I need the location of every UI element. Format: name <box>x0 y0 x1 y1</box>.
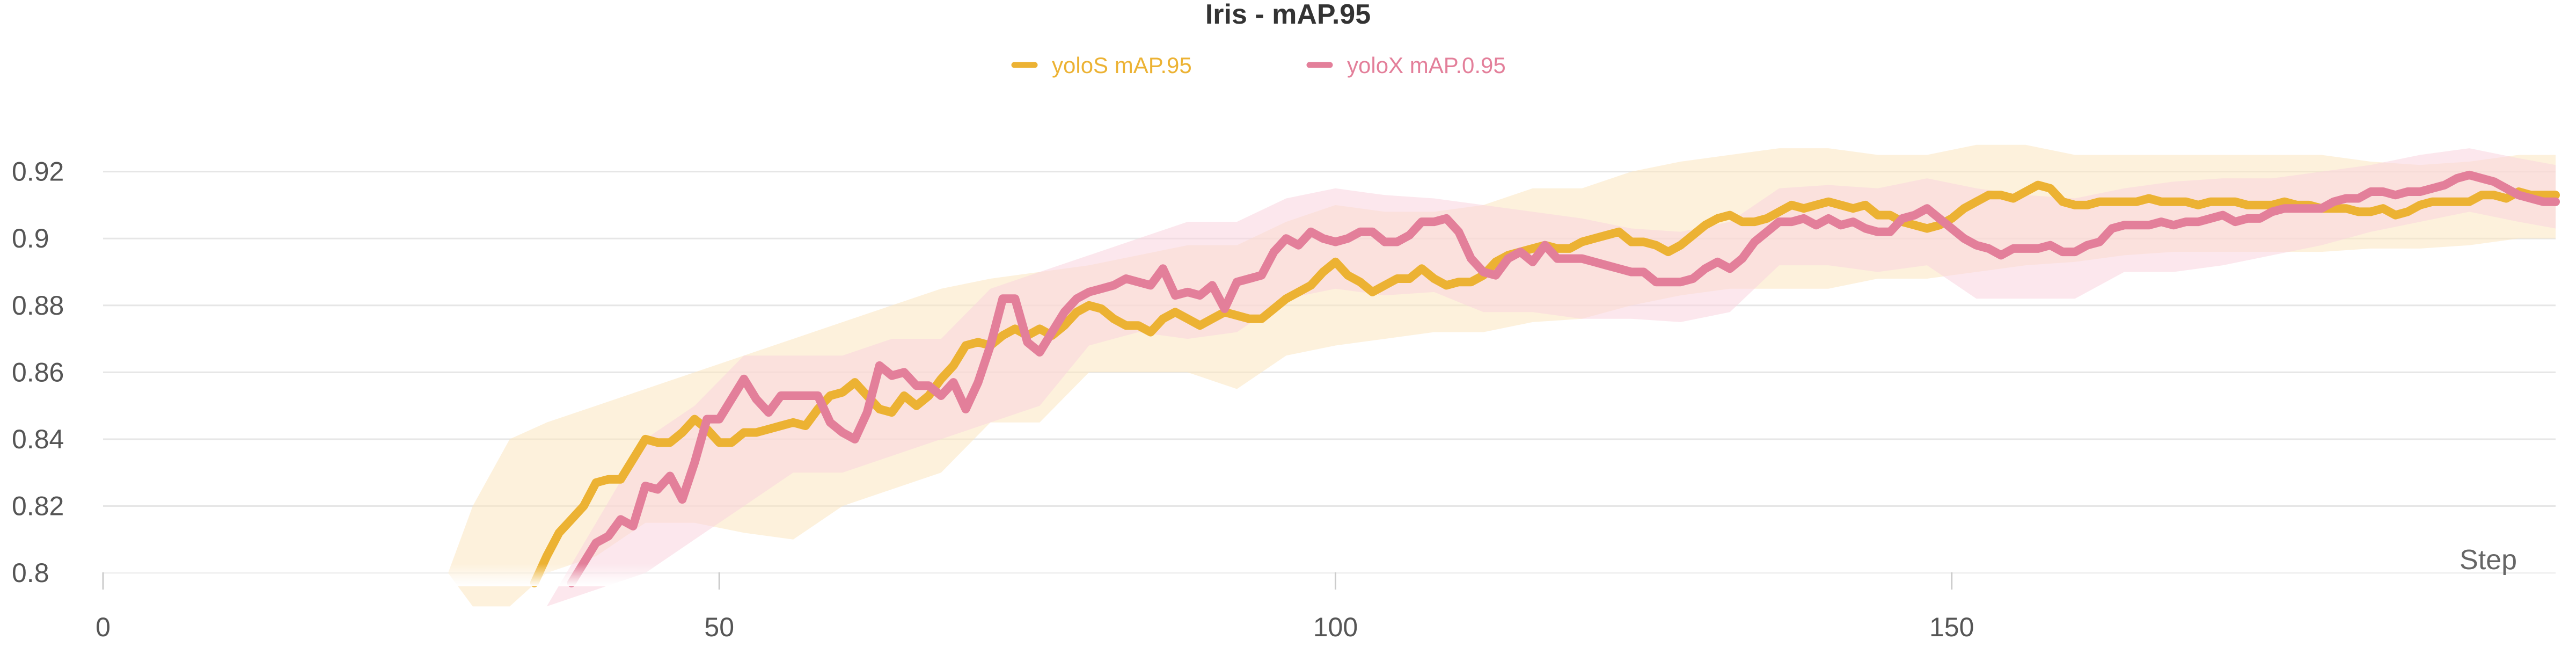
confidence-bands <box>448 144 2556 607</box>
series-lines <box>530 170 2560 587</box>
legend-label: yoloX mAP.0.95 <box>1347 53 1506 78</box>
x-axis-label: Step <box>2460 544 2517 576</box>
y-tick-label: 0.92 <box>12 157 64 187</box>
legend: yoloS mAP.95 yoloX mAP.0.95 <box>1011 53 1506 78</box>
y-tick-label: 0.84 <box>12 424 64 454</box>
chart-title: Iris - mAP.95 <box>1205 0 1371 30</box>
x-tick-label: 150 <box>1929 612 1974 642</box>
y-tick-label: 0.8 <box>12 558 49 588</box>
axes: 0.8 0.82 0.84 0.86 0.88 0.9 0.92 0 50 100 150 <box>12 157 1974 642</box>
confidence-band <box>546 148 2556 607</box>
y-tick-label: 0.9 <box>12 223 49 253</box>
y-tick-label: 0.86 <box>12 357 64 387</box>
y-tick-label: 0.82 <box>12 491 64 521</box>
legend-label: yoloS mAP.95 <box>1052 53 1192 78</box>
x-tick-label: 100 <box>1313 612 1358 642</box>
bottom-fade <box>0 564 2576 586</box>
x-tick-label: 0 <box>96 612 111 642</box>
series-line <box>567 170 2560 587</box>
y-tick-label: 0.88 <box>12 290 64 321</box>
x-tick-label: 50 <box>704 612 734 642</box>
